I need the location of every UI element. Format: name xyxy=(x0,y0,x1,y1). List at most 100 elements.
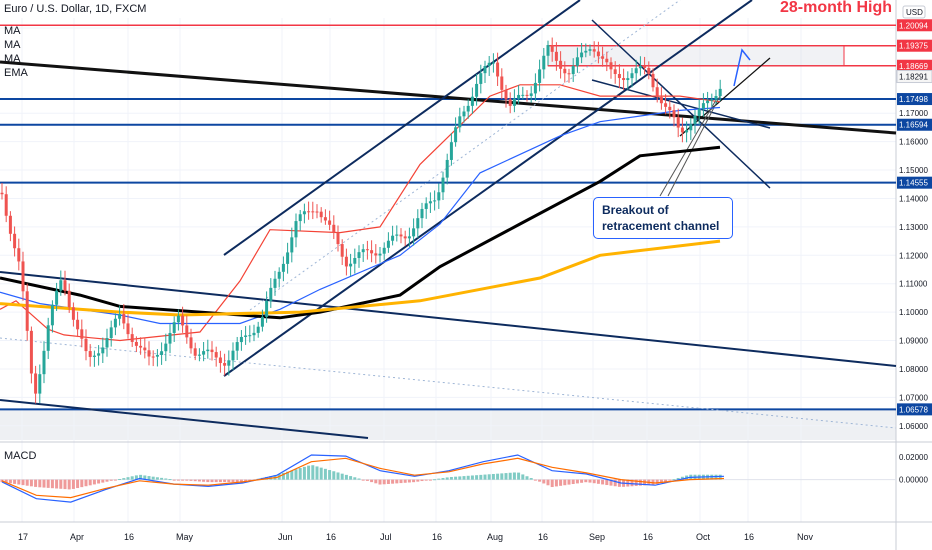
candle-body xyxy=(584,50,588,53)
candle-body xyxy=(458,116,462,128)
current-price-box xyxy=(896,70,932,84)
candle-body xyxy=(340,244,344,257)
candle-body xyxy=(643,66,647,68)
macd-hist-bar xyxy=(584,479,588,483)
macd-hist-bar xyxy=(67,479,71,490)
macd-hist-bar xyxy=(630,479,634,487)
macd-hist-bar xyxy=(714,474,718,480)
candle-body xyxy=(38,374,42,394)
candle-body xyxy=(193,348,197,356)
candle-body xyxy=(286,252,290,264)
candle-body xyxy=(130,334,134,342)
macd-hist-bar xyxy=(512,472,516,480)
candle-body xyxy=(504,89,508,100)
macd-y-tick: 0.00000 xyxy=(899,476,928,485)
candle-body xyxy=(298,214,302,222)
macd-hist-bar xyxy=(76,479,80,489)
candle-body xyxy=(218,357,222,364)
candle-body xyxy=(718,88,722,97)
macd-hist-bar xyxy=(588,479,592,483)
macd-hist-bar xyxy=(227,479,231,483)
macd-hist-bar xyxy=(17,479,21,485)
candle-body xyxy=(344,256,348,267)
macd-hist-bar xyxy=(307,465,311,480)
macd-hist-bar xyxy=(399,479,403,484)
macd-hist-bar xyxy=(462,476,466,480)
macd-hist-bar xyxy=(672,479,676,481)
candle-body xyxy=(4,194,8,216)
macd-hist-bar xyxy=(378,479,382,485)
indicator-ma-3[interactable]: MA xyxy=(4,53,21,65)
x-tick-label: Jul xyxy=(380,532,392,542)
candle-body xyxy=(613,69,617,75)
candle-body xyxy=(479,73,483,84)
ma-line-1 xyxy=(0,84,721,342)
macd-hist-bar xyxy=(105,479,109,482)
macd-hist-bar xyxy=(21,479,25,486)
candle-body xyxy=(71,307,75,320)
macd-hist-bar xyxy=(311,465,315,480)
macd-hist-bar xyxy=(533,479,537,481)
candle-body xyxy=(517,94,521,99)
macd-hist-bar xyxy=(634,479,638,486)
macd-hist-bar xyxy=(420,479,424,482)
symbol-title[interactable]: Euro / U.S. Dollar, 1D, FXCM xyxy=(4,3,147,15)
indicator-ma-1[interactable]: MA xyxy=(4,25,21,37)
macd-line-signal xyxy=(1,457,725,499)
macd-title[interactable]: MACD xyxy=(4,450,37,462)
macd-hist-bar xyxy=(315,466,319,480)
candle-body xyxy=(529,93,533,96)
candle-body xyxy=(84,338,88,352)
candle-body xyxy=(139,345,143,348)
candle-body xyxy=(25,291,29,331)
macd-hist-bar xyxy=(386,479,390,484)
callout-line-1: Breakout of xyxy=(602,203,669,217)
macd-hist-bar xyxy=(8,479,12,484)
indicator-ma-2[interactable]: MA xyxy=(4,39,21,51)
macd-hist-bar xyxy=(559,479,563,486)
macd-hist-bar xyxy=(38,479,42,488)
macd-hist-bar xyxy=(63,479,67,490)
candle-body xyxy=(622,78,626,81)
x-tick-label: Jun xyxy=(278,532,293,542)
macd-hist-bar xyxy=(336,472,340,480)
macd-hist-bar xyxy=(613,479,617,487)
candle-body xyxy=(315,211,319,213)
candle-body xyxy=(710,99,714,101)
macd-hist-bar xyxy=(294,469,298,480)
macd-hist-bar xyxy=(580,479,584,483)
x-tick-label: Nov xyxy=(797,532,814,542)
candle-body xyxy=(433,200,437,202)
macd-hist-bar xyxy=(218,479,222,483)
candle-body xyxy=(399,234,403,237)
candle-body xyxy=(701,103,705,109)
candle-body xyxy=(151,356,155,358)
indicator-ema[interactable]: EMA xyxy=(4,67,28,79)
candle-body xyxy=(67,290,71,308)
candle-body xyxy=(441,177,445,193)
candle-body xyxy=(391,235,395,241)
candle-body xyxy=(508,99,512,106)
macd-hist-bar xyxy=(487,474,491,480)
price-label-box xyxy=(897,176,932,189)
candle-body xyxy=(563,68,567,74)
macd-hist-bar xyxy=(281,472,285,480)
candle-body xyxy=(155,354,159,357)
candle-body xyxy=(176,315,180,323)
macd-hist-bar xyxy=(370,479,374,483)
candle-body xyxy=(147,350,151,357)
x-tick-label: Sep xyxy=(589,532,605,542)
candle-body xyxy=(685,130,689,133)
candle-body xyxy=(269,287,273,301)
candle-body xyxy=(550,45,554,52)
macd-hist-bar xyxy=(592,479,596,484)
macd-hist-bar xyxy=(391,479,395,484)
x-tick-label: May xyxy=(176,532,194,542)
macd-hist-bar xyxy=(718,474,722,480)
candle-body xyxy=(470,96,474,106)
price-label-box xyxy=(897,118,932,131)
macd-hist-bar xyxy=(575,479,579,484)
candle-body xyxy=(659,97,663,104)
